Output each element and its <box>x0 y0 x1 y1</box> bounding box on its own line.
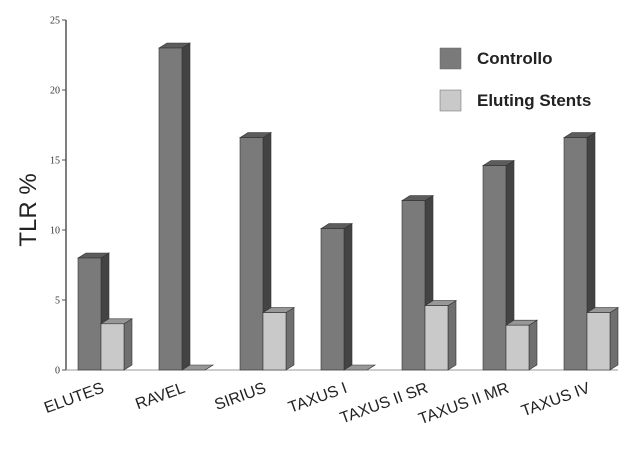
bar-controllo <box>319 223 354 371</box>
bar-controllo <box>157 42 192 371</box>
y-tick-label: 5 <box>55 296 60 307</box>
x-category-label: SIRIUS <box>212 380 268 414</box>
bar-eluting-stents <box>342 364 377 371</box>
y-tick-label: 10 <box>50 226 60 237</box>
legend-item: Controllo <box>439 47 553 70</box>
bars <box>76 42 620 371</box>
bar-eluting-stents <box>180 364 215 371</box>
y-tick-label: 20 <box>50 86 60 97</box>
x-category-label: ELUTES <box>42 380 106 417</box>
x-category-label: RAVEL <box>133 380 187 414</box>
bar-eluting-stents <box>423 300 458 371</box>
legend-swatch <box>439 89 462 112</box>
x-category-label: TAXUS II MR <box>416 380 511 428</box>
y-axis-label: TLR % <box>15 173 42 246</box>
legend-label: Eluting Stents <box>477 91 591 110</box>
bar-eluting-stents <box>504 319 539 371</box>
x-category-label: TAXUS II SR <box>338 380 430 427</box>
y-tick-label: 25 <box>50 16 60 27</box>
y-tick-label: 15 <box>50 156 60 167</box>
y-tick-label: 0 <box>55 366 60 377</box>
legend-label: Controllo <box>477 49 553 68</box>
bar-controllo <box>481 160 516 371</box>
x-category-label: TAXUS IV <box>519 380 593 421</box>
legend: Controllo Eluting Stents <box>439 47 591 112</box>
legend-item: Eluting Stents <box>439 89 591 112</box>
bar-eluting-stents <box>585 307 620 371</box>
bar-eluting-stents <box>99 318 134 371</box>
bar-eluting-stents <box>261 307 296 371</box>
legend-swatch <box>439 47 462 70</box>
